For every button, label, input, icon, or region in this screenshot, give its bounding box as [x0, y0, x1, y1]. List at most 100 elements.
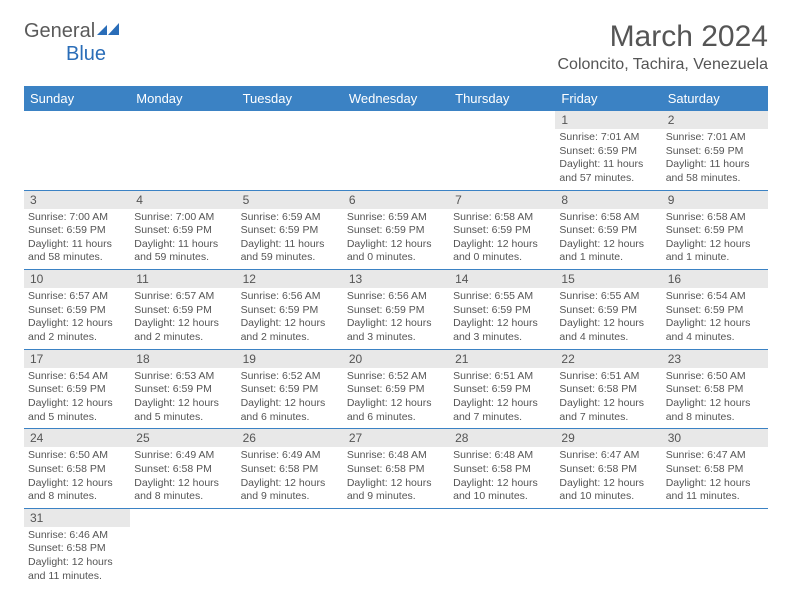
day-number: 1 — [555, 111, 661, 129]
sunset-text: Sunset: 6:58 PM — [241, 463, 339, 477]
sunset-text: Sunset: 6:59 PM — [453, 383, 551, 397]
day-number: 16 — [662, 270, 768, 288]
sunset-text: Sunset: 6:59 PM — [134, 383, 232, 397]
day-number: 13 — [343, 270, 449, 288]
daylight-text: Daylight: 12 hours and 11 minutes. — [666, 477, 764, 504]
sunset-text: Sunset: 6:59 PM — [347, 224, 445, 238]
calendar-cell: 23Sunrise: 6:50 AMSunset: 6:58 PMDayligh… — [662, 349, 768, 429]
calendar-cell — [343, 508, 449, 587]
day-details: Sunrise: 6:48 AMSunset: 6:58 PMDaylight:… — [343, 447, 449, 508]
day-number-empty — [237, 111, 343, 129]
calendar-cell: 28Sunrise: 6:48 AMSunset: 6:58 PMDayligh… — [449, 429, 555, 509]
day-details: Sunrise: 6:54 AMSunset: 6:59 PMDaylight:… — [24, 368, 130, 429]
day-number: 2 — [662, 111, 768, 129]
calendar-cell — [237, 508, 343, 587]
daylight-text: Daylight: 12 hours and 5 minutes. — [28, 397, 126, 424]
daylight-text: Daylight: 12 hours and 7 minutes. — [453, 397, 551, 424]
day-details: Sunrise: 6:46 AMSunset: 6:58 PMDaylight:… — [24, 527, 130, 588]
day-number-empty — [449, 111, 555, 129]
day-number: 6 — [343, 191, 449, 209]
sunrise-text: Sunrise: 6:54 AM — [28, 370, 126, 384]
day-number-empty — [24, 111, 130, 129]
calendar-cell: 8Sunrise: 6:58 AMSunset: 6:59 PMDaylight… — [555, 190, 661, 270]
calendar-cell: 27Sunrise: 6:48 AMSunset: 6:58 PMDayligh… — [343, 429, 449, 509]
sunrise-text: Sunrise: 6:55 AM — [453, 290, 551, 304]
sunrise-text: Sunrise: 6:50 AM — [28, 449, 126, 463]
daylight-text: Daylight: 11 hours and 59 minutes. — [134, 238, 232, 265]
day-number: 9 — [662, 191, 768, 209]
day-details: Sunrise: 6:56 AMSunset: 6:59 PMDaylight:… — [237, 288, 343, 349]
calendar-cell — [343, 111, 449, 190]
sunrise-text: Sunrise: 6:52 AM — [241, 370, 339, 384]
sunset-text: Sunset: 6:58 PM — [28, 542, 126, 556]
day-number-empty — [662, 509, 768, 527]
day-details: Sunrise: 6:58 AMSunset: 6:59 PMDaylight:… — [449, 209, 555, 270]
dayname-saturday: Saturday — [662, 86, 768, 111]
calendar-week-row: 1Sunrise: 7:01 AMSunset: 6:59 PMDaylight… — [24, 111, 768, 190]
day-details: Sunrise: 6:52 AMSunset: 6:59 PMDaylight:… — [343, 368, 449, 429]
day-details: Sunrise: 6:57 AMSunset: 6:59 PMDaylight:… — [130, 288, 236, 349]
sunset-text: Sunset: 6:59 PM — [241, 224, 339, 238]
calendar-header-row: Sunday Monday Tuesday Wednesday Thursday… — [24, 86, 768, 111]
day-details: Sunrise: 6:50 AMSunset: 6:58 PMDaylight:… — [24, 447, 130, 508]
calendar-cell — [24, 111, 130, 190]
day-details: Sunrise: 7:01 AMSunset: 6:59 PMDaylight:… — [662, 129, 768, 190]
sunrise-text: Sunrise: 6:56 AM — [241, 290, 339, 304]
calendar-cell — [130, 111, 236, 190]
day-number: 18 — [130, 350, 236, 368]
sunrise-text: Sunrise: 6:57 AM — [28, 290, 126, 304]
daylight-text: Daylight: 11 hours and 58 minutes. — [666, 158, 764, 185]
calendar-cell: 11Sunrise: 6:57 AMSunset: 6:59 PMDayligh… — [130, 270, 236, 350]
sunset-text: Sunset: 6:59 PM — [28, 224, 126, 238]
sunset-text: Sunset: 6:59 PM — [453, 224, 551, 238]
daylight-text: Daylight: 11 hours and 58 minutes. — [28, 238, 126, 265]
daylight-text: Daylight: 12 hours and 2 minutes. — [241, 317, 339, 344]
daylight-text: Daylight: 12 hours and 8 minutes. — [134, 477, 232, 504]
day-number: 14 — [449, 270, 555, 288]
sunset-text: Sunset: 6:58 PM — [134, 463, 232, 477]
daylight-text: Daylight: 12 hours and 1 minute. — [666, 238, 764, 265]
day-number: 12 — [237, 270, 343, 288]
day-number: 8 — [555, 191, 661, 209]
day-number: 25 — [130, 429, 236, 447]
calendar-cell — [130, 508, 236, 587]
sunset-text: Sunset: 6:59 PM — [666, 145, 764, 159]
daylight-text: Daylight: 12 hours and 7 minutes. — [559, 397, 657, 424]
daylight-text: Daylight: 12 hours and 5 minutes. — [134, 397, 232, 424]
day-details: Sunrise: 6:58 AMSunset: 6:59 PMDaylight:… — [662, 209, 768, 270]
day-details: Sunrise: 6:58 AMSunset: 6:59 PMDaylight:… — [555, 209, 661, 270]
dayname-thursday: Thursday — [449, 86, 555, 111]
sunset-text: Sunset: 6:59 PM — [666, 224, 764, 238]
day-details: Sunrise: 6:51 AMSunset: 6:59 PMDaylight:… — [449, 368, 555, 429]
sunset-text: Sunset: 6:58 PM — [559, 463, 657, 477]
calendar-cell — [449, 111, 555, 190]
sunset-text: Sunset: 6:58 PM — [453, 463, 551, 477]
month-title: March 2024 — [557, 20, 768, 54]
day-details: Sunrise: 6:55 AMSunset: 6:59 PMDaylight:… — [449, 288, 555, 349]
sunrise-text: Sunrise: 6:46 AM — [28, 529, 126, 543]
sunrise-text: Sunrise: 6:53 AM — [134, 370, 232, 384]
sunrise-text: Sunrise: 6:51 AM — [453, 370, 551, 384]
day-details: Sunrise: 6:52 AMSunset: 6:59 PMDaylight:… — [237, 368, 343, 429]
day-details: Sunrise: 7:00 AMSunset: 6:59 PMDaylight:… — [24, 209, 130, 270]
calendar-cell: 17Sunrise: 6:54 AMSunset: 6:59 PMDayligh… — [24, 349, 130, 429]
sunset-text: Sunset: 6:59 PM — [241, 304, 339, 318]
calendar-cell: 18Sunrise: 6:53 AMSunset: 6:59 PMDayligh… — [130, 349, 236, 429]
sunrise-text: Sunrise: 6:58 AM — [666, 211, 764, 225]
dayname-tuesday: Tuesday — [237, 86, 343, 111]
day-number: 29 — [555, 429, 661, 447]
calendar-cell: 7Sunrise: 6:58 AMSunset: 6:59 PMDaylight… — [449, 190, 555, 270]
day-number: 28 — [449, 429, 555, 447]
calendar-cell: 25Sunrise: 6:49 AMSunset: 6:58 PMDayligh… — [130, 429, 236, 509]
day-number: 24 — [24, 429, 130, 447]
calendar-cell: 29Sunrise: 6:47 AMSunset: 6:58 PMDayligh… — [555, 429, 661, 509]
day-details: Sunrise: 6:54 AMSunset: 6:59 PMDaylight:… — [662, 288, 768, 349]
calendar-cell: 22Sunrise: 6:51 AMSunset: 6:58 PMDayligh… — [555, 349, 661, 429]
flag-icon — [97, 20, 119, 43]
dayname-monday: Monday — [130, 86, 236, 111]
sunset-text: Sunset: 6:58 PM — [559, 383, 657, 397]
day-details: Sunrise: 6:53 AMSunset: 6:59 PMDaylight:… — [130, 368, 236, 429]
calendar-week-row: 24Sunrise: 6:50 AMSunset: 6:58 PMDayligh… — [24, 429, 768, 509]
calendar-cell: 26Sunrise: 6:49 AMSunset: 6:58 PMDayligh… — [237, 429, 343, 509]
sunrise-text: Sunrise: 6:58 AM — [453, 211, 551, 225]
